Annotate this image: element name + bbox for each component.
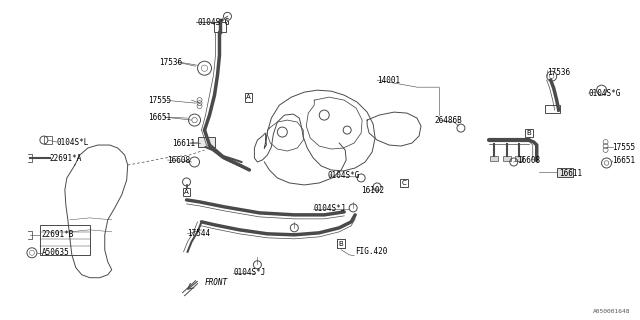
Text: A: A <box>246 94 251 100</box>
Text: 16611: 16611 <box>559 170 582 179</box>
Bar <box>40 225 90 255</box>
Bar <box>515 156 523 161</box>
Text: 14001: 14001 <box>377 76 400 85</box>
Text: C: C <box>402 180 406 186</box>
Text: 16608: 16608 <box>516 156 540 165</box>
Text: 16651: 16651 <box>612 156 636 165</box>
Text: 22691*B: 22691*B <box>42 230 74 239</box>
Text: 0104S*J: 0104S*J <box>234 268 266 277</box>
Text: B: B <box>339 241 344 247</box>
Bar <box>44 136 52 144</box>
Bar <box>503 156 511 161</box>
Text: 17555: 17555 <box>612 142 636 152</box>
Text: FIG.420: FIG.420 <box>355 247 388 256</box>
Text: 0104S*J: 0104S*J <box>313 204 346 213</box>
Text: 0104S*G: 0104S*G <box>327 172 360 180</box>
Text: A: A <box>184 189 189 195</box>
Text: 0104S*G: 0104S*G <box>198 18 230 27</box>
Bar <box>557 168 573 177</box>
Bar <box>214 22 227 32</box>
Text: A50635: A50635 <box>42 248 70 257</box>
Text: 16102: 16102 <box>361 187 384 196</box>
Text: 26486B: 26486B <box>434 116 461 124</box>
Text: 16651: 16651 <box>148 113 171 122</box>
Text: 17536: 17536 <box>547 68 570 77</box>
Bar <box>198 137 216 147</box>
Text: 17536: 17536 <box>159 58 183 67</box>
Text: 0104S*L: 0104S*L <box>57 138 89 147</box>
Text: 16611: 16611 <box>173 139 196 148</box>
Text: 0104S*G: 0104S*G <box>589 89 621 98</box>
Text: 16608: 16608 <box>168 156 191 164</box>
Text: FRONT: FRONT <box>205 278 228 287</box>
Text: B: B <box>339 241 344 247</box>
Text: 22691*A: 22691*A <box>50 154 83 163</box>
Bar <box>545 105 560 113</box>
Text: A050001648: A050001648 <box>593 309 630 314</box>
Text: 17555: 17555 <box>148 96 171 105</box>
Bar <box>490 156 498 161</box>
Text: 17544: 17544 <box>188 229 211 238</box>
Text: B: B <box>526 130 531 136</box>
